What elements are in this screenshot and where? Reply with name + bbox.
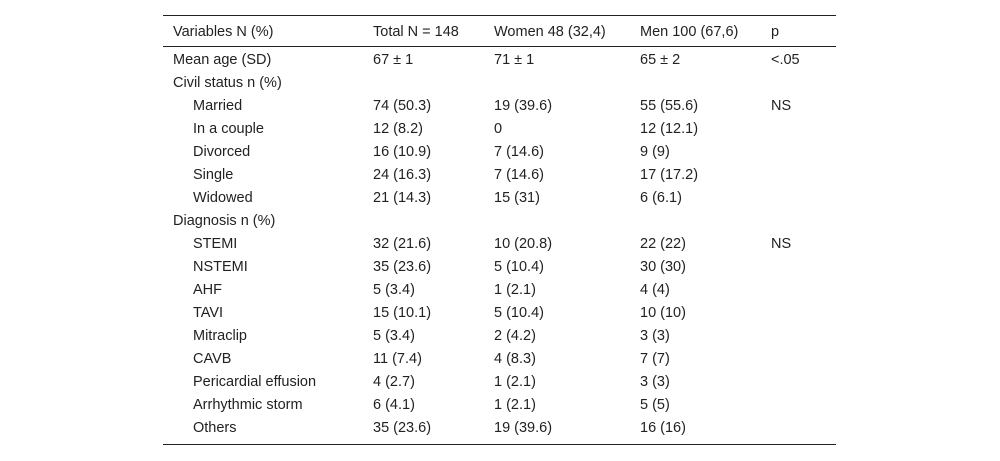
data-cell: 3 (3) xyxy=(640,328,670,344)
data-cell: 5 (3.4) xyxy=(373,282,415,298)
group-title: Diagnosis n (%) xyxy=(173,213,276,229)
data-cell: 9 (9) xyxy=(640,144,670,160)
row-label: Single xyxy=(193,167,234,183)
data-cell: 15 (31) xyxy=(494,190,540,206)
data-cell: 0 xyxy=(494,121,503,137)
data-cell: 12 (8.2) xyxy=(373,121,423,137)
data-cell: 65 ± 2 xyxy=(640,52,681,68)
data-cell: 5 (10.4) xyxy=(494,305,544,321)
data-cell: 22 (22) xyxy=(640,236,686,252)
header-rule xyxy=(163,46,836,47)
top-rule xyxy=(163,15,836,16)
data-cell: 15 (10.1) xyxy=(373,305,432,321)
data-cell: 30 (30) xyxy=(640,259,686,275)
data-cell: 10 (20.8) xyxy=(494,236,553,252)
row-label: Divorced xyxy=(193,144,251,160)
group-title: Civil status n (%) xyxy=(173,75,282,91)
data-cell: 5 (5) xyxy=(640,397,670,413)
row-label: AHF xyxy=(193,282,222,298)
data-cell: 5 (3.4) xyxy=(373,328,415,344)
data-cell: 71 ± 1 xyxy=(494,52,535,68)
row-label: NSTEMI xyxy=(193,259,248,275)
data-cell: 16 (16) xyxy=(640,420,686,436)
bottom-rule xyxy=(163,444,836,445)
header-cell: Variables N (%) xyxy=(173,24,274,40)
data-cell: 1 (2.1) xyxy=(494,282,536,298)
data-cell: NS xyxy=(771,236,792,252)
data-cell: 7 (7) xyxy=(640,351,670,367)
data-cell: 11 (7.4) xyxy=(373,351,422,367)
row-label: Arrhythmic storm xyxy=(193,397,303,413)
data-cell: 10 (10) xyxy=(640,305,686,321)
data-cell: 7 (14.6) xyxy=(494,167,544,183)
data-cell: 7 (14.6) xyxy=(494,144,544,160)
data-cell: 1 (2.1) xyxy=(494,397,536,413)
data-cell: 74 (50.3) xyxy=(373,98,432,114)
data-cell: 12 (12.1) xyxy=(640,121,699,137)
row-label: TAVI xyxy=(193,305,224,321)
data-cell: NS xyxy=(771,98,792,114)
data-cell: 4 (2.7) xyxy=(373,374,415,390)
data-cell: 19 (39.6) xyxy=(494,98,553,114)
data-cell: 19 (39.6) xyxy=(494,420,553,436)
data-cell: 21 (14.3) xyxy=(373,190,432,206)
data-cell: 6 (4.1) xyxy=(373,397,415,413)
row-label: Mean age (SD) xyxy=(173,52,272,68)
data-cell: 3 (3) xyxy=(640,374,670,390)
header-cell: Women 48 (32,4) xyxy=(494,24,606,40)
data-cell: <.05 xyxy=(771,52,800,68)
data-cell: 5 (10.4) xyxy=(494,259,544,275)
data-cell: 32 (21.6) xyxy=(373,236,432,252)
data-cell: 67 ± 1 xyxy=(373,52,414,68)
row-label: Others xyxy=(193,420,237,436)
data-cell: 6 (6.1) xyxy=(640,190,682,206)
row-label: Widowed xyxy=(193,190,253,206)
header-cell: Total N = 148 xyxy=(373,24,459,40)
header-cell: Men 100 (67,6) xyxy=(640,24,739,40)
data-cell: 16 (10.9) xyxy=(373,144,432,160)
row-label: Mitraclip xyxy=(193,328,247,344)
header-cell: p xyxy=(771,24,780,40)
data-cell: 2 (4.2) xyxy=(494,328,536,344)
data-cell: 35 (23.6) xyxy=(373,420,432,436)
row-label: STEMI xyxy=(193,236,238,252)
data-cell: 55 (55.6) xyxy=(640,98,699,114)
data-cell: 1 (2.1) xyxy=(494,374,536,390)
data-cell: 17 (17.2) xyxy=(640,167,699,183)
row-label: CAVB xyxy=(193,351,232,367)
data-cell: 24 (16.3) xyxy=(373,167,432,183)
data-cell: 4 (4) xyxy=(640,282,670,298)
data-cell: 35 (23.6) xyxy=(373,259,432,275)
row-label: Married xyxy=(193,98,243,114)
row-label: In a couple xyxy=(193,121,264,137)
row-label: Pericardial effusion xyxy=(193,374,317,390)
data-cell: 4 (8.3) xyxy=(494,351,536,367)
